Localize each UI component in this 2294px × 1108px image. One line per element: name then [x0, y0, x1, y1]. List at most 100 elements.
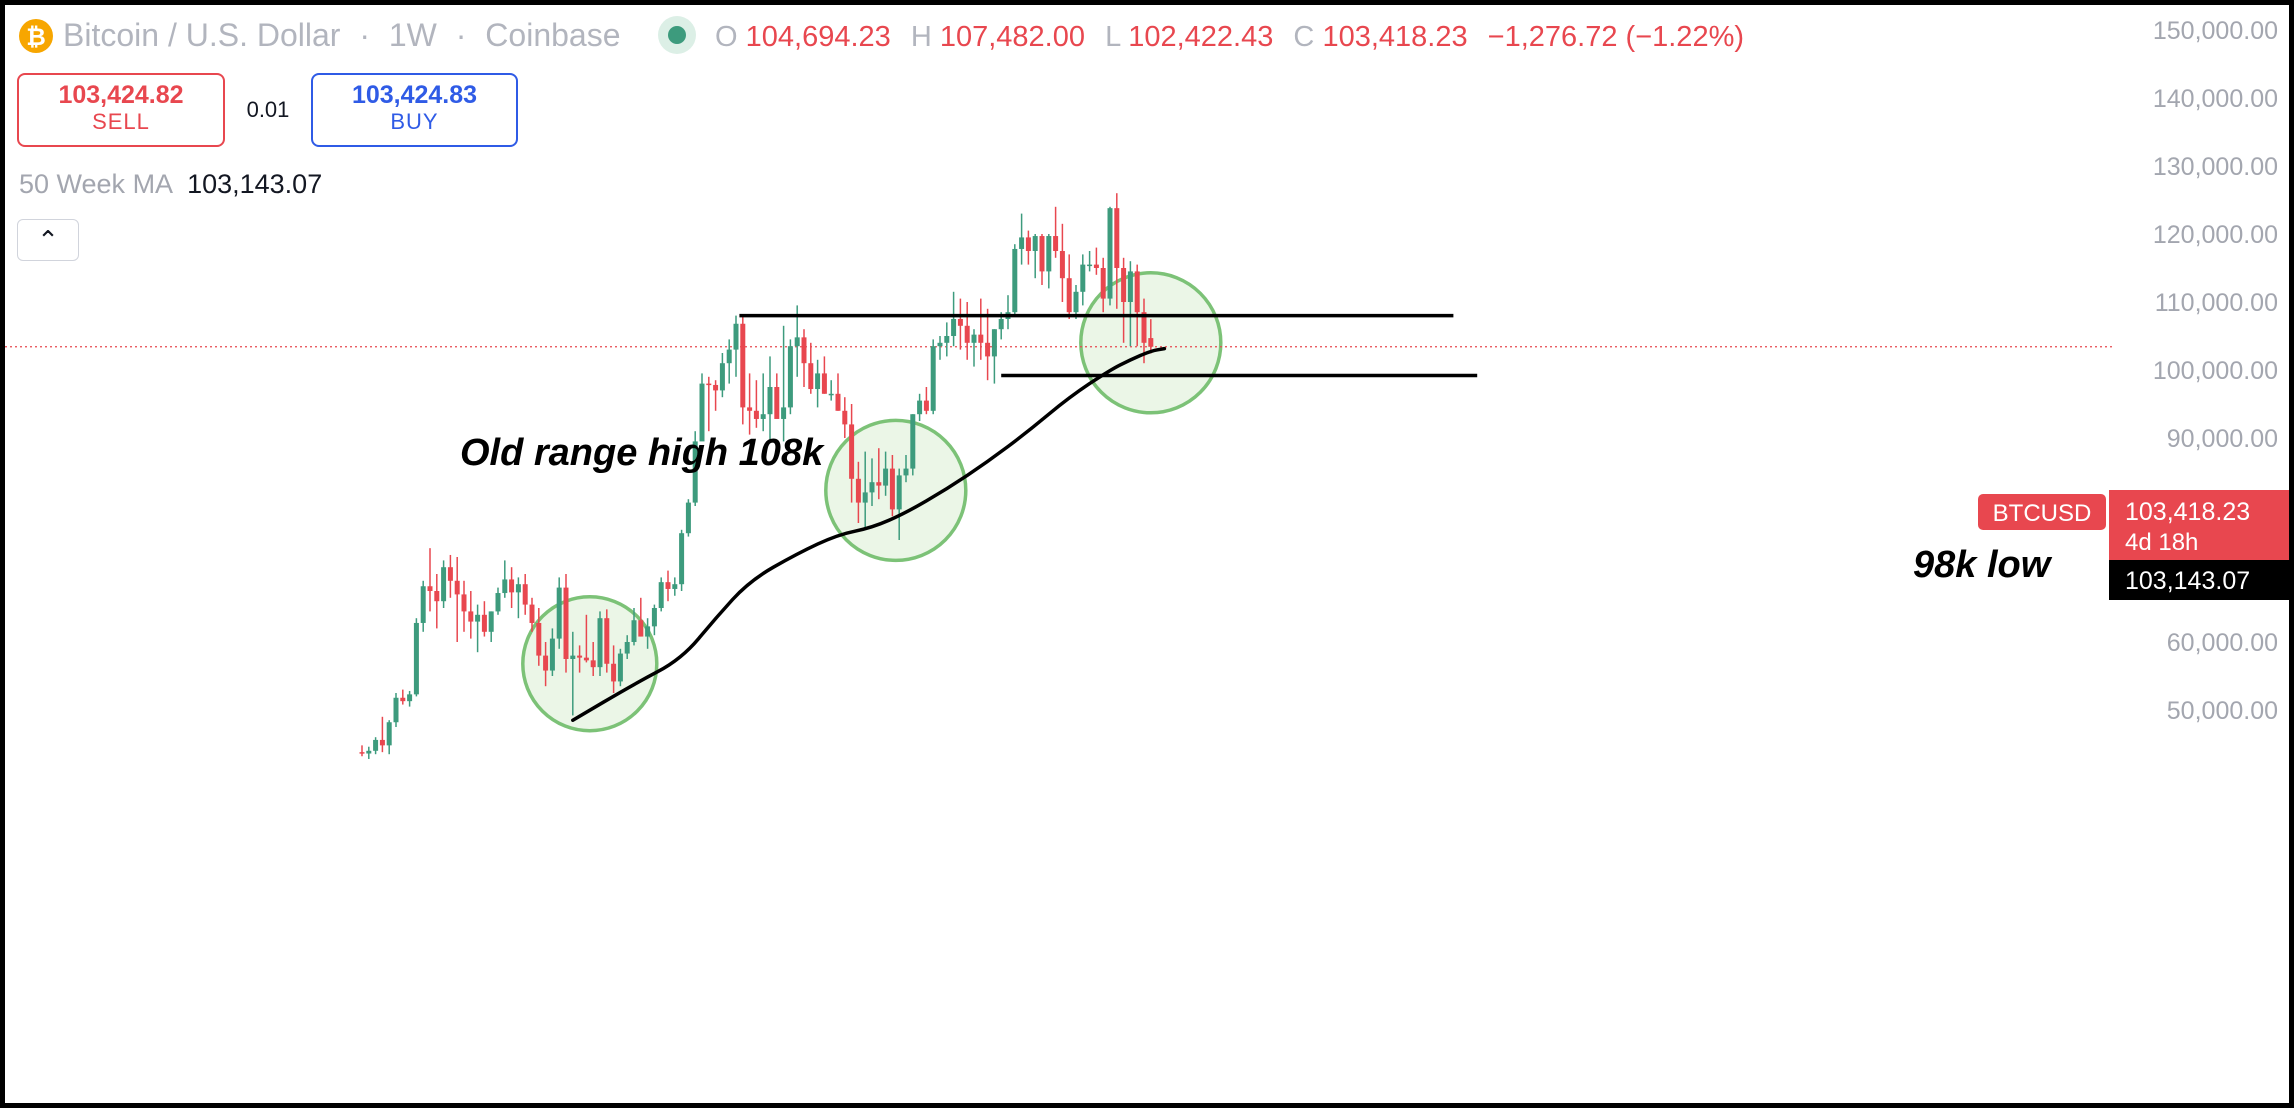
candle [1087, 251, 1093, 272]
high-label: H [911, 21, 932, 53]
candle [903, 455, 909, 483]
sep-1: · [359, 17, 370, 53]
candle [896, 468, 902, 540]
candle [1005, 295, 1011, 330]
candle [713, 380, 719, 411]
candle [774, 373, 780, 419]
candle [849, 404, 855, 503]
collapse-legend-button[interactable]: ⌃ [17, 219, 79, 261]
candle [359, 745, 365, 757]
last-price-value: 103,418.23 [2125, 498, 2250, 526]
candle [1121, 257, 1127, 343]
candle [808, 342, 814, 394]
candle [1053, 206, 1059, 258]
candle [1025, 230, 1031, 265]
last-price-marker: BTCUSD 103,418.23 4d 18h [1978, 490, 2289, 560]
candle [787, 339, 793, 415]
candle [883, 451, 889, 496]
low-label: L [1105, 21, 1121, 53]
close-label: C [1293, 21, 1314, 53]
candle [1032, 234, 1038, 279]
svg-text:O 104,694.23 H: O 104,694.23 H 107,482.00 L 102,422.43 C… [715, 21, 1744, 53]
candles [359, 193, 1154, 759]
svg-text:Bitcoin / U.S. Dollar: Bitcoin / U.S. Dollar · 1W · Coinbase [63, 17, 621, 53]
interval[interactable]: 1W [389, 17, 438, 53]
candle [1114, 193, 1120, 309]
candle [1148, 319, 1154, 354]
candle [828, 380, 834, 401]
candle [502, 560, 508, 598]
change-value: −1,276.72 (−1.22%) [1488, 21, 1744, 53]
last-price-bg [2109, 490, 2289, 560]
price-chart[interactable]: Old range high 108k 98k low 50,000.00 60,… [5, 5, 2289, 1103]
candle [645, 618, 651, 649]
candle [917, 393, 923, 421]
y-tick-label: 60,000.00 [2167, 629, 2278, 657]
candle [726, 339, 732, 384]
candle [1107, 206, 1113, 306]
candle [855, 461, 861, 523]
candle [978, 298, 984, 360]
market-status-dot-icon[interactable] [668, 26, 686, 44]
highlight-circle [824, 418, 968, 563]
candle [570, 631, 576, 716]
ma-price-bg [2109, 560, 2289, 600]
candle [679, 529, 685, 591]
candle [563, 574, 569, 673]
buy-button[interactable]: 103,424.83 BUY [311, 73, 518, 147]
candle [733, 315, 739, 377]
quantity-value[interactable]: 0.01 [246, 97, 290, 122]
candle [1134, 264, 1140, 347]
candle [781, 325, 787, 442]
candle [577, 645, 583, 673]
sep-2: · [456, 17, 467, 53]
candle [923, 387, 929, 415]
candle [760, 373, 766, 432]
candle [658, 577, 664, 612]
candle [1073, 285, 1079, 319]
candle [692, 431, 698, 506]
ma-line [571, 346, 1167, 722]
y-tick-label: 150,000.00 [2153, 17, 2278, 45]
y-tick-label: 90,000.00 [2167, 425, 2278, 453]
candle [665, 570, 671, 602]
candle [821, 356, 827, 394]
candle [767, 356, 773, 442]
y-tick-label: 140,000.00 [2153, 85, 2278, 113]
candle [529, 597, 535, 632]
candle [590, 642, 596, 676]
candle [454, 557, 460, 642]
annotation-old-range-high: Old range high 108k [460, 432, 825, 474]
sell-button[interactable]: 103,424.82 SELL [17, 73, 225, 147]
y-axis[interactable]: 50,000.0060,000.0070,000.0080,000.0090,0… [2153, 17, 2278, 725]
candle [1127, 261, 1133, 347]
symbol-title[interactable]: Bitcoin / U.S. Dollar [63, 17, 341, 53]
annotation-98k-low: 98k low [1913, 544, 2053, 586]
candle [1046, 234, 1052, 289]
candle [1093, 247, 1099, 275]
candle [747, 373, 753, 435]
candle [420, 580, 426, 632]
candle [957, 298, 963, 350]
candle [638, 597, 644, 637]
candle [842, 397, 848, 438]
chevron-up-icon: ⌃ [37, 225, 59, 255]
indicator-legend[interactable]: 50 Week MA 103,143.07 [19, 169, 322, 200]
candle [597, 611, 603, 676]
candle [413, 618, 419, 697]
low-value: 102,422.43 [1128, 21, 1273, 53]
candle [1066, 254, 1072, 319]
indicator-name: 50 Week MA [19, 169, 174, 199]
candle [556, 577, 562, 649]
candle [964, 302, 970, 360]
candle [461, 580, 467, 632]
buy-label: BUY [390, 109, 439, 134]
bar-countdown: 4d 18h [2125, 529, 2198, 556]
candle [536, 608, 542, 666]
candle [434, 574, 440, 629]
candle [910, 414, 916, 476]
candle [753, 380, 759, 428]
candle [624, 635, 630, 659]
candle [468, 591, 474, 639]
